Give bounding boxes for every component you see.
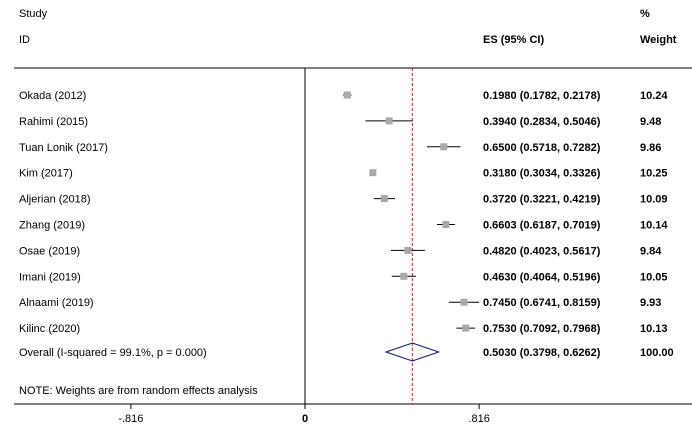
study-marker [460,298,468,306]
study-es-text: 0.3940 (0.2834, 0.5046) [483,116,601,128]
study-es-text: 0.4820 (0.4023, 0.5617) [483,245,601,257]
study-es-text: 0.4630 (0.4064, 0.5196) [483,271,601,283]
overall-label: Overall (I-squared = 99.1%, p = 0.000) [19,347,207,359]
study-marker [369,169,377,177]
overall-diamond [384,342,441,362]
study-es-text: 0.6603 (0.6187, 0.7019) [483,220,601,232]
study-weight: 9.84 [640,245,662,257]
study-weight: 10.24 [640,90,668,102]
study-marker [462,324,470,332]
study-label: Tuan Lonik (2017) [19,142,108,154]
study-weight: 9.48 [640,116,661,128]
study-label: Okada (2012) [19,90,86,102]
study-weight: 10.09 [640,194,668,206]
header-id: ID [19,34,30,46]
study-weight: 9.93 [640,297,661,309]
study-marker [343,91,351,99]
overall-es-text: 0.5030 (0.3798, 0.6262) [483,347,601,359]
study-weight: 10.05 [640,271,668,283]
study-weight: 10.14 [640,220,668,232]
study-label: Kilinc (2020) [19,323,80,335]
x-axis-ticks: -.816 0 .816 [118,404,490,425]
study-marker [385,117,393,125]
study-label: Alnaami (2019) [19,297,94,309]
study-label: Zhang (2019) [19,220,85,232]
study-marker [400,272,408,280]
overall-weight: 100.00 [640,347,674,359]
study-label: Rahimi (2015) [19,116,88,128]
study-es-text: 0.3180 (0.3034, 0.3326) [483,168,601,180]
study-marker [440,143,448,151]
study-weight: 9.86 [640,142,661,154]
study-es-text: 0.1980 (0.1782, 0.2178) [483,90,601,102]
study-marker [404,246,412,254]
study-es-text: 0.7530 (0.7092, 0.7968) [483,323,601,335]
header-percent: % [640,8,650,20]
study-weight: 10.13 [640,323,668,335]
tick-label: -.816 [118,413,143,425]
study-weight: 10.25 [640,168,668,180]
tick-label: 0 [302,413,308,425]
header-es: ES (95% CI) [483,34,544,46]
study-label: Aljerian (2018) [19,194,91,206]
study-label: Kim (2017) [19,168,73,180]
study-marker [380,195,388,203]
tick-label: .816 [468,413,489,425]
study-label: Imani (2019) [19,271,81,283]
header-study: Study [19,8,48,20]
study-label: Osae (2019) [19,245,80,257]
note: NOTE: Weights are from random effects an… [19,385,258,397]
study-marker [442,221,450,228]
header-weight: Weight [640,34,677,46]
study-es-text: 0.7450 (0.6741, 0.8159) [483,297,601,309]
study-rows: Okada (2012) 0.1980 (0.1782, 0.2178) 10.24… [19,90,668,335]
study-es-text: 0.6500 (0.5718, 0.7282) [483,142,601,154]
study-es-text: 0.3720 (0.3221, 0.4219) [483,194,601,206]
